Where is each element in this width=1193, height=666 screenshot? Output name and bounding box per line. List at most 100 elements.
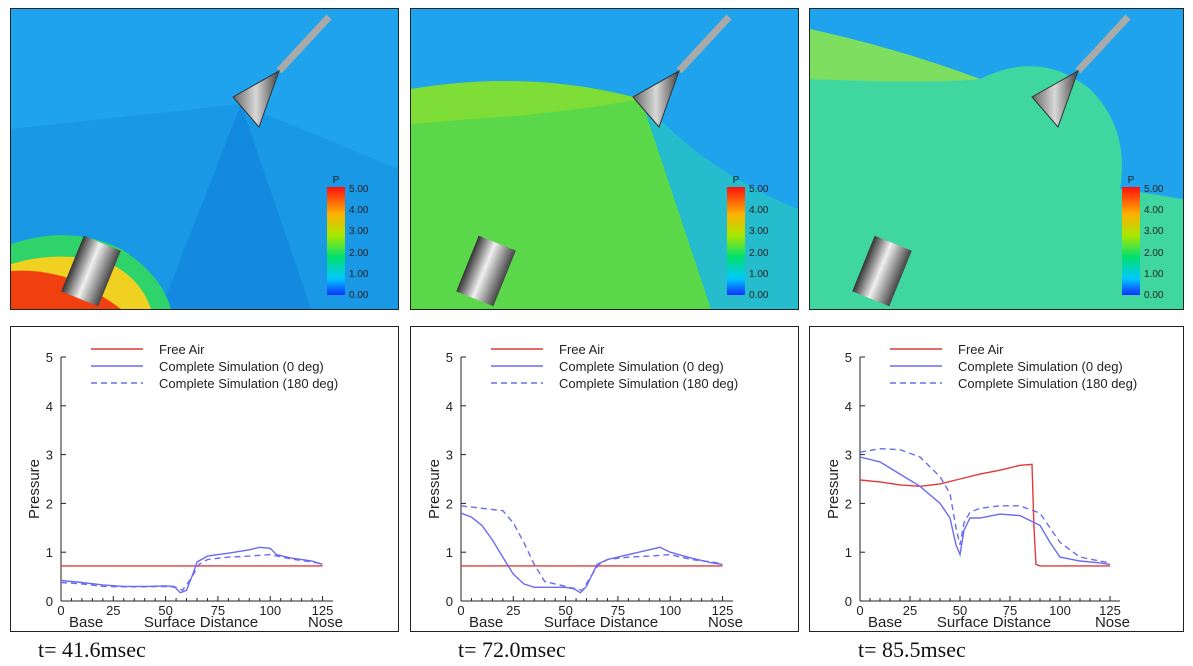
- colorbar-tick: 1.00: [749, 269, 769, 280]
- y-axis-title: Pressure: [26, 459, 43, 519]
- contour-plot-2: P 5.00 4.00 3.00 2.00 1.00 0.00: [411, 9, 798, 309]
- contour-panel-1: P 5.00 4.00 3.00 2.00 1.00 0.00: [10, 8, 399, 310]
- charge-cylinder: [61, 235, 121, 307]
- legend-label: Free Air: [958, 342, 1004, 357]
- y-tick-label: 0: [446, 594, 453, 609]
- y-tick-label: 0: [845, 594, 852, 609]
- x-axis-title: Surface Distance: [937, 614, 1051, 631]
- legend-label: Complete Simulation (180 deg): [559, 376, 738, 391]
- x-tick-label: 100: [659, 603, 681, 618]
- sting-rod: [676, 14, 732, 74]
- colorbar-tick: 5.00: [749, 184, 769, 195]
- legend-label: Complete Simulation (180 deg): [159, 376, 338, 391]
- y-tick-label: 2: [845, 496, 852, 511]
- y-tick-label: 1: [46, 545, 53, 560]
- x-tick-label: 75: [611, 603, 625, 618]
- contour-panel-3: P 5.00 4.00 3.00 2.00 1.00 0.00: [809, 8, 1184, 310]
- y-tick-label: 2: [446, 496, 453, 511]
- time-caption-3: t= 85.5msec: [858, 637, 966, 662]
- colorbar-title: P: [733, 175, 740, 186]
- x-tick-label: 50: [558, 603, 572, 618]
- y-tick-label: 1: [845, 545, 852, 560]
- cone-body: [1031, 69, 1079, 128]
- colorbar: [327, 187, 345, 295]
- legend-label: Complete Simulation (0 deg): [159, 359, 324, 374]
- x-end-label-base: Base: [868, 614, 902, 631]
- x-tick-label: 0: [457, 603, 464, 618]
- colorbar-tick: 0.00: [1144, 290, 1164, 301]
- y-axis-title: Pressure: [825, 459, 842, 519]
- colorbar: [1122, 187, 1140, 295]
- x-axis-title: Surface Distance: [144, 614, 258, 631]
- x-tick-label: 25: [903, 603, 917, 618]
- series-line-1: [859, 463, 1110, 567]
- x-tick-label: 125: [1099, 603, 1121, 618]
- y-tick-label: 0: [46, 594, 53, 609]
- contour-panel-2: P 5.00 4.00 3.00 2.00 1.00 0.00: [410, 8, 799, 310]
- shock-front: [810, 29, 980, 82]
- series-line-3: [859, 447, 1111, 564]
- charge-cylinder: [852, 235, 912, 307]
- x-tick-label: 125: [312, 603, 334, 618]
- x-end-label-base: Base: [469, 614, 503, 631]
- y-tick-label: 5: [845, 350, 852, 365]
- contour-plot-1: P 5.00 4.00 3.00 2.00 1.00 0.00: [11, 9, 398, 309]
- colorbar-tick: 0.00: [349, 290, 369, 301]
- colorbar-tick: 3.00: [349, 226, 369, 237]
- series-line-2: [460, 512, 723, 594]
- y-tick-label: 3: [46, 448, 53, 463]
- colorbar-title: P: [333, 175, 340, 186]
- shock-region: [810, 29, 1183, 309]
- legend-label: Free Air: [159, 342, 205, 357]
- colorbar-tick: 2.00: [749, 248, 769, 259]
- y-tick-label: 2: [46, 496, 53, 511]
- y-tick-label: 3: [446, 448, 453, 463]
- colorbar-tick: 2.00: [349, 248, 369, 259]
- y-tick-label: 4: [845, 399, 852, 414]
- colorbar: [727, 187, 745, 295]
- colorbar-tick: 2.00: [1144, 248, 1164, 259]
- x-tick-label: 100: [1049, 603, 1071, 618]
- y-tick-label: 5: [446, 350, 453, 365]
- sting-rod: [1075, 14, 1131, 74]
- x-tick-label: 125: [712, 603, 734, 618]
- colorbar-tick: 5.00: [349, 184, 369, 195]
- legend-label: Free Air: [559, 342, 605, 357]
- contour-plot-3: P 5.00 4.00 3.00 2.00 1.00 0.00: [810, 9, 1183, 309]
- colorbar-tick: 3.00: [1144, 226, 1164, 237]
- charge-cylinder: [456, 235, 516, 307]
- series-line-3: [60, 553, 323, 592]
- time-caption-1: t= 41.6msec: [38, 637, 146, 662]
- x-tick-label: 50: [158, 603, 172, 618]
- cone-body: [232, 69, 280, 128]
- pressure-chart-panel-3: 0 1 2 3 4 5 0 25 50 75 100 125 Pressure Surface Dista…: [809, 326, 1184, 632]
- shock-front: [411, 81, 641, 124]
- legend-label: Complete Simulation (0 deg): [559, 359, 724, 374]
- x-tick-label: 75: [1003, 603, 1017, 618]
- x-tick-label: 25: [106, 603, 120, 618]
- x-tick-label: 100: [259, 603, 281, 618]
- colorbar-title: P: [1128, 175, 1135, 186]
- series-line-3: [460, 505, 723, 592]
- cone-body: [632, 69, 680, 128]
- time-caption-2: t= 72.0msec: [458, 637, 566, 662]
- y-tick-label: 5: [46, 350, 53, 365]
- colorbar-tick: 1.00: [349, 269, 369, 280]
- legend-label: Complete Simulation (180 deg): [958, 376, 1137, 391]
- x-end-label-nose: Nose: [708, 614, 743, 631]
- sting-rod: [276, 14, 332, 74]
- colorbar-tick: 3.00: [749, 226, 769, 237]
- colorbar-tick: 4.00: [349, 205, 369, 216]
- colorbar-tick: 5.00: [1144, 184, 1164, 195]
- x-end-label-nose: Nose: [308, 614, 343, 631]
- y-tick-label: 4: [446, 399, 453, 414]
- x-tick-label: 0: [856, 603, 863, 618]
- y-tick-label: 3: [845, 448, 852, 463]
- colorbar-tick: 0.00: [749, 290, 769, 301]
- x-tick-label: 75: [211, 603, 225, 618]
- pressure-chart-panel-2: 0 1 2 3 4 5 0 25 50 75 100 125 Pressure Surface Dista…: [410, 326, 799, 632]
- x-end-label-base: Base: [69, 614, 103, 631]
